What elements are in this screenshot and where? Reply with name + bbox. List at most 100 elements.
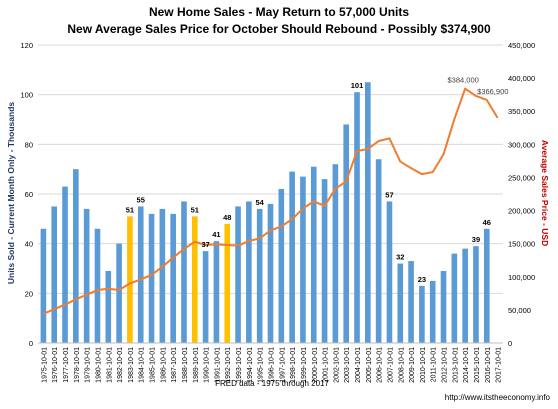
bar xyxy=(289,171,295,343)
bar-highlight xyxy=(224,223,231,343)
bar-data-label: 57 xyxy=(385,190,393,199)
source-note: http://www.itstheeconomy.info xyxy=(445,393,551,402)
x-tick-label: 1993-10-01 xyxy=(236,347,243,383)
x-tick-label: 1985-10-01 xyxy=(150,347,157,383)
bar xyxy=(278,189,285,343)
bar xyxy=(202,251,209,343)
y-tick-label: 60 xyxy=(25,190,33,199)
bar xyxy=(170,213,176,343)
y-tick-label: 20 xyxy=(25,289,33,298)
bar xyxy=(62,186,68,343)
x-tick-label: 2007-10-01 xyxy=(387,347,394,383)
y-tick-label: 40 xyxy=(25,240,33,249)
bar xyxy=(246,201,252,343)
x-tick-label: 2006-10-01 xyxy=(377,347,384,383)
bar-highlight xyxy=(127,216,133,343)
bar xyxy=(397,263,404,343)
y-tick-label: 80 xyxy=(25,140,33,149)
bar xyxy=(94,228,101,343)
bar xyxy=(483,228,490,343)
x-tick-label: 1987-10-01 xyxy=(171,347,178,383)
bar xyxy=(73,169,79,343)
x-tick-label: 2003-10-01 xyxy=(344,347,351,383)
y-tick-label: 100 xyxy=(20,91,33,100)
bar xyxy=(332,164,339,343)
y-tick-label: 0 xyxy=(29,339,33,348)
y2-tick-label: 50,000 xyxy=(508,306,531,315)
bar-series xyxy=(40,82,490,344)
x-tick-label: 1980-10-01 xyxy=(95,347,102,383)
bar-data-label: 23 xyxy=(418,275,426,284)
bar xyxy=(473,246,479,343)
y2-tick-label: 350,000 xyxy=(508,107,535,116)
line-series xyxy=(43,87,499,315)
y2-tick-label: 250,000 xyxy=(508,173,535,182)
x-tick-label: 1990-10-01 xyxy=(204,347,211,383)
x-tick-label: 2010-10-01 xyxy=(420,347,427,383)
bar xyxy=(105,270,112,343)
bar-data-label: 39 xyxy=(472,235,480,244)
x-tick-label: 1986-10-01 xyxy=(160,347,167,383)
bar-data-label: 46 xyxy=(483,218,491,227)
x-tick-label: 1981-10-01 xyxy=(106,347,113,383)
bar xyxy=(213,241,220,343)
x-tick-label: 2011-10-01 xyxy=(431,347,438,382)
bar xyxy=(354,92,360,344)
bar-data-label: 48 xyxy=(223,213,231,222)
x-tick-label: 2000-10-01 xyxy=(312,347,319,383)
bar xyxy=(440,270,447,343)
y2-tick-label: 200,000 xyxy=(508,207,535,216)
chart-subtitle: New Average Sales Price for October Shou… xyxy=(67,22,491,36)
bar xyxy=(365,82,371,343)
y2-tick-label: 150,000 xyxy=(508,240,535,249)
x-tick-label: 1977-10-01 xyxy=(63,347,70,383)
x-tick-label: 1989-10-01 xyxy=(193,347,200,383)
x-tick-label: 1979-10-01 xyxy=(85,347,92,383)
bar xyxy=(159,208,166,343)
bar xyxy=(375,159,382,343)
y-tick-label: 120 xyxy=(20,41,33,50)
x-tick-label: 2014-10-01 xyxy=(463,347,470,383)
bar-data-label: 101 xyxy=(351,81,364,90)
x-tick-label: 2002-10-01 xyxy=(333,347,340,383)
x-tick-label: 1976-10-01 xyxy=(52,347,59,383)
bar xyxy=(429,280,436,343)
bar xyxy=(321,179,328,343)
x-tick-label: 2005-10-01 xyxy=(366,347,373,383)
x-tick-label: 1996-10-01 xyxy=(269,347,276,383)
x-tick-label: 2004-10-01 xyxy=(355,347,362,383)
x-tick-label: 2009-10-01 xyxy=(409,347,416,383)
bar xyxy=(267,203,274,343)
bar-data-label: 55 xyxy=(137,195,145,204)
x-tick-label: 1999-10-01 xyxy=(301,347,308,383)
bar-data-label: 51 xyxy=(126,205,134,214)
x-tick-label: 2012-10-01 xyxy=(442,347,449,383)
y2-tick-label: 100,000 xyxy=(508,273,535,282)
y2-tick-label: 450,000 xyxy=(508,41,535,50)
bar-highlight xyxy=(191,216,198,343)
x-tick-label: 1994-10-01 xyxy=(247,347,254,383)
bar xyxy=(462,248,468,343)
bar-data-label: 54 xyxy=(256,198,265,207)
x-tick-label: 1988-10-01 xyxy=(182,347,189,383)
bar xyxy=(419,285,425,343)
x-tick-label: 1984-10-01 xyxy=(139,347,146,383)
x-tick-label: 1997-10-01 xyxy=(279,347,286,383)
bar xyxy=(343,124,350,343)
bar xyxy=(235,206,241,343)
bar xyxy=(51,206,58,343)
x-tick-label: 1998-10-01 xyxy=(290,347,297,383)
chart-title: New Home Sales - May Return to 57,000 Un… xyxy=(149,5,409,19)
x-axis-label: FRED data - 1975 through 2017 xyxy=(215,379,329,388)
bar xyxy=(408,261,414,343)
price-line xyxy=(43,87,499,315)
bar xyxy=(386,201,393,343)
x-tick-label: 2013-10-01 xyxy=(452,347,459,383)
bar xyxy=(83,208,90,343)
x-tick-label: 2017-10-01 xyxy=(496,347,503,383)
bar xyxy=(181,201,187,343)
y2-tick-label: 300,000 xyxy=(508,140,535,149)
bar-data-label: 37 xyxy=(201,240,209,249)
